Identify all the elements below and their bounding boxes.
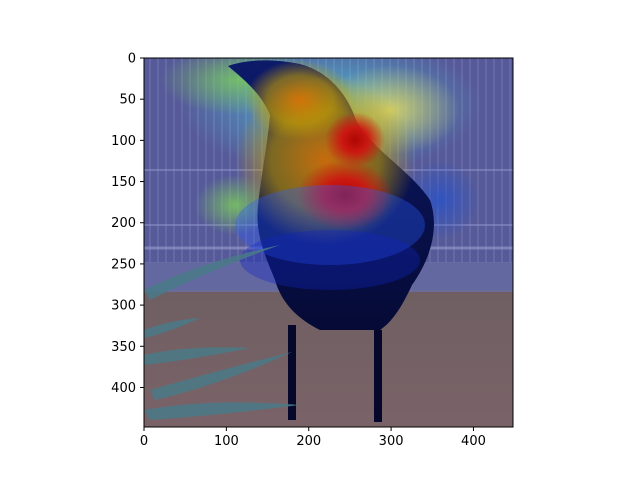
plant-leaves (144, 245, 300, 420)
y-tick-label: 250 (111, 257, 136, 272)
heatmap-image (144, 58, 513, 427)
x-tick-label: 0 (140, 434, 148, 449)
y-tick-label: 400 (111, 381, 136, 396)
x-tick-label: 300 (379, 434, 404, 449)
y-tick-label: 200 (111, 216, 136, 231)
x-axis: 0 100 200 300 400 (140, 427, 486, 449)
plot-frame (143, 57, 514, 428)
y-tick-label: 150 (111, 175, 136, 190)
y-tick-label: 300 (111, 299, 136, 314)
y-axis: 0 50 100 150 200 250 300 350 400 (111, 52, 144, 396)
y-tick-label: 350 (111, 340, 136, 355)
y-tick-label: 50 (119, 93, 136, 108)
y-tick-label: 100 (111, 134, 136, 149)
x-tick-label: 100 (214, 434, 239, 449)
x-tick-label: 200 (296, 434, 321, 449)
x-tick-label: 400 (461, 434, 486, 449)
y-tick-label: 0 (128, 52, 136, 67)
